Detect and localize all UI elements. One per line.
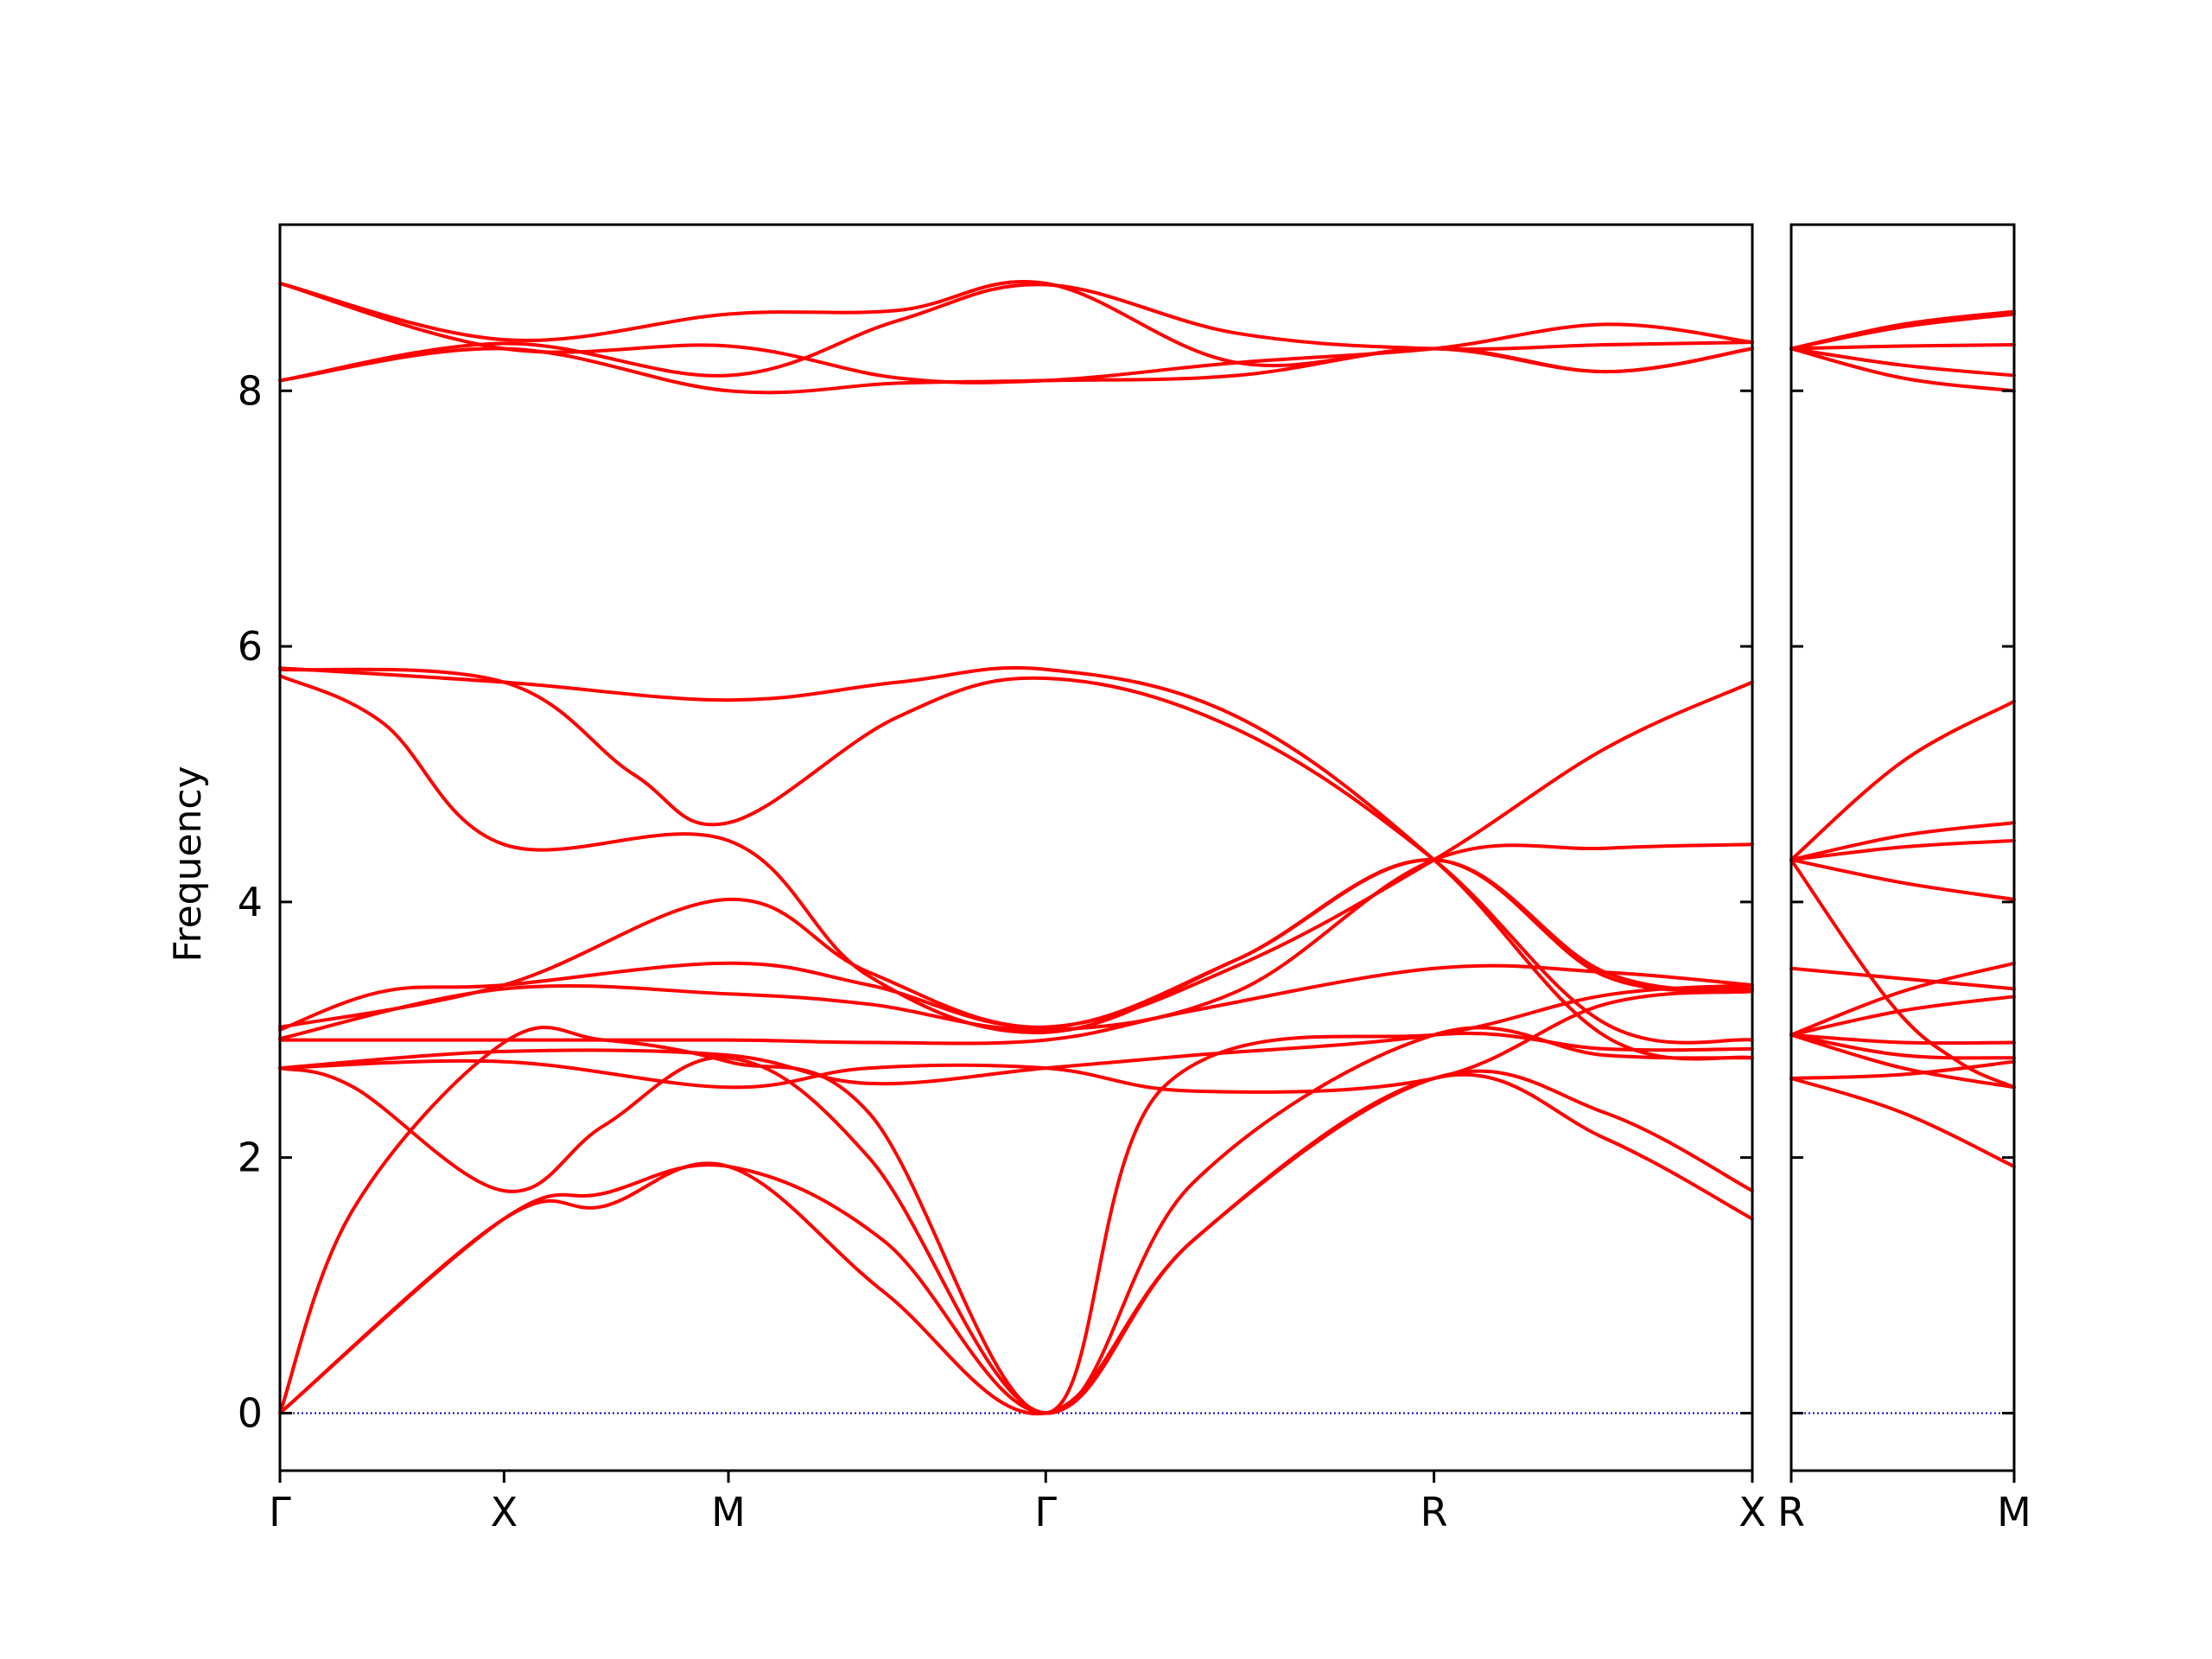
side-band-8 bbox=[1789, 995, 2016, 1037]
side-band-14 bbox=[1789, 346, 2016, 393]
side-band-9 bbox=[1789, 858, 2016, 1090]
side-band-10 bbox=[1789, 858, 2016, 901]
main-band-1 bbox=[278, 1072, 1754, 1416]
ytick-label-2: 2 bbox=[238, 1135, 263, 1181]
main-band-11 bbox=[278, 674, 1754, 1034]
side-band-11 bbox=[1789, 838, 2016, 862]
main-band-10 bbox=[278, 858, 1754, 1029]
main-xtick-label-1: X bbox=[491, 1489, 518, 1535]
ytick-label-6: 6 bbox=[238, 623, 263, 670]
main-band-16 bbox=[278, 282, 1754, 385]
side-band-7 bbox=[1789, 966, 2016, 991]
main-band-12 bbox=[278, 667, 1754, 1045]
side-xtick-label-1: M bbox=[1997, 1489, 2031, 1535]
main-xtick-label-4: R bbox=[1421, 1489, 1448, 1535]
main-band-14 bbox=[278, 346, 1754, 395]
main-band-9 bbox=[278, 680, 1754, 1032]
side-xtick-label-0: R bbox=[1777, 1489, 1805, 1535]
side-band-6 bbox=[1789, 961, 2016, 1037]
main-axes-frame bbox=[278, 223, 1754, 1472]
side-band-12 bbox=[1789, 821, 2016, 862]
side-band-4 bbox=[1789, 1033, 2016, 1060]
y-axis-label: Frequency bbox=[166, 766, 210, 962]
ytick-label-0: 0 bbox=[238, 1389, 263, 1436]
main-xtick-label-0: Γ bbox=[269, 1489, 291, 1535]
side-band-2 bbox=[1789, 1059, 2016, 1080]
side-band-15 bbox=[1789, 346, 2016, 378]
main-xtick-label-5: X bbox=[1738, 1489, 1766, 1535]
main-band-13 bbox=[278, 665, 1754, 1061]
main-band-6 bbox=[278, 983, 1754, 1086]
side-band-5 bbox=[1789, 1033, 2016, 1046]
ytick-label-8: 8 bbox=[238, 367, 263, 414]
side-band-3 bbox=[1789, 1033, 2016, 1090]
side-axes-frame bbox=[1789, 223, 2016, 1472]
side-band-18 bbox=[1789, 309, 2016, 351]
main-band-2 bbox=[278, 1069, 1754, 1415]
side-band-16 bbox=[1789, 343, 2016, 351]
main-xtick-label-3: Γ bbox=[1034, 1489, 1057, 1535]
main-band-8 bbox=[278, 842, 1754, 1041]
main-xtick-label-2: M bbox=[711, 1489, 746, 1535]
main-band-17 bbox=[278, 279, 1754, 374]
ytick-label-4: 4 bbox=[238, 879, 263, 925]
side-band-1 bbox=[1789, 1077, 2016, 1168]
side-band-13 bbox=[1789, 699, 2016, 862]
